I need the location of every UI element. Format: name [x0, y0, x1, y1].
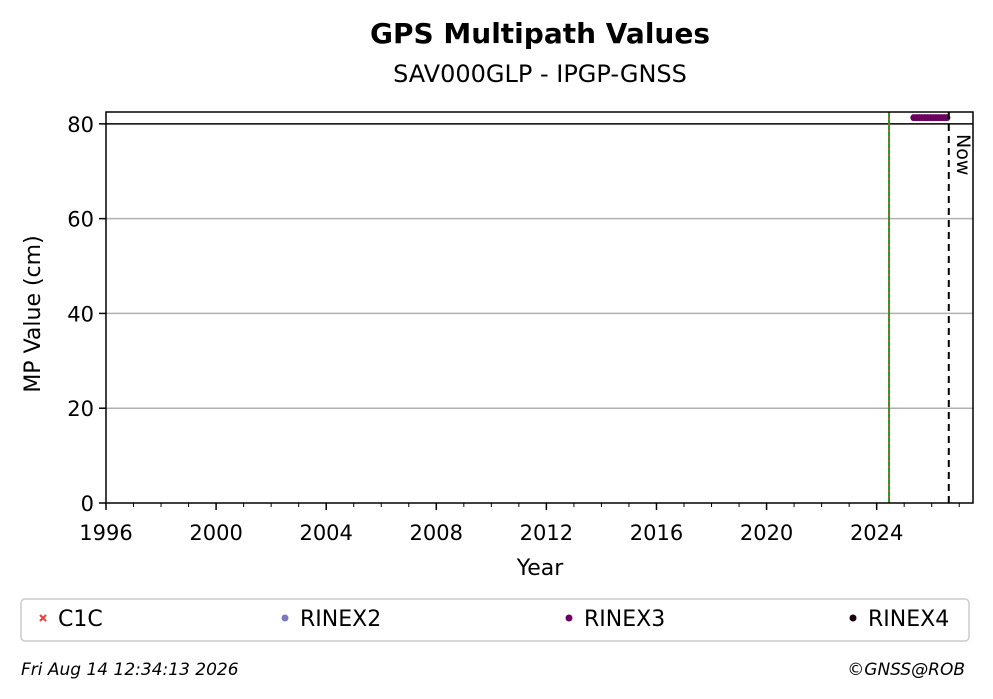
now-label: Now: [952, 134, 974, 175]
x-tick-label: 1996: [79, 521, 132, 545]
y-tick-label: 0: [81, 492, 94, 516]
legend-marker: [849, 614, 857, 622]
legend: C1C RINEX2 RINEX3 RINEX4: [39, 607, 949, 632]
x-tick-label: 2016: [630, 521, 683, 545]
y-tick-label: 40: [67, 302, 94, 326]
y-tick-label: 20: [67, 397, 94, 421]
legend-label: RINEX3: [584, 607, 665, 632]
footer-timestamp: Fri Aug 14 12:34:13 2026: [21, 660, 239, 680]
reference-lines: Now: [106, 112, 974, 503]
data-series: [910, 114, 951, 122]
legend-box: [20, 598, 970, 642]
x-tick-label: 2000: [189, 521, 242, 545]
y-tick-label: 60: [67, 208, 94, 232]
plot-area-frame: [105, 111, 974, 504]
footer-copyright: ©GNSS@ROB: [847, 660, 965, 680]
x-axis-label: Year: [516, 556, 565, 581]
chart-title: GPS Multipath Values: [370, 17, 710, 50]
axis-ticks: 0 20 40 60 80 1996 2000 2004 2008 2012 2016 2020 202…: [67, 113, 960, 545]
legend-marker: [281, 614, 289, 622]
chart-subtitle: SAV000GLP - IPGP-GNSS: [393, 60, 687, 88]
legend-label: RINEX2: [300, 607, 381, 632]
x-tick-label: 2024: [850, 521, 903, 545]
legend-marker: [39, 614, 47, 622]
legend-label: C1C: [58, 607, 103, 632]
x-tick-label: 2012: [520, 521, 573, 545]
legend-marker: [565, 614, 573, 622]
y-tick-label: 80: [67, 113, 94, 137]
x-tick-label: 2008: [410, 521, 463, 545]
x-tick-label: 2004: [299, 521, 352, 545]
grid-lines: [106, 217, 973, 409]
legend-label: RINEX4: [868, 607, 949, 632]
x-tick-label: 2020: [740, 521, 793, 545]
y-axis-label: MP Value (cm): [21, 235, 46, 392]
